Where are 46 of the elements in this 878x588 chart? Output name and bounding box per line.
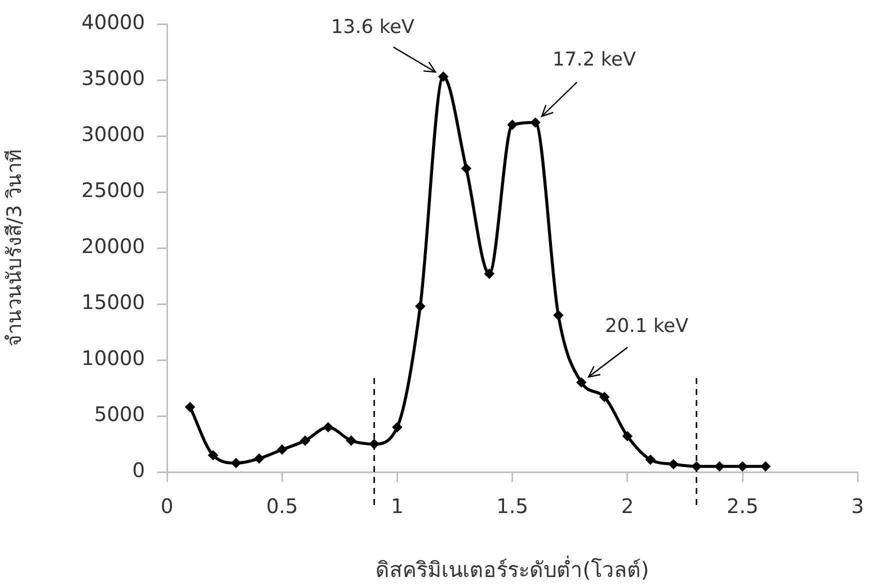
point xyxy=(438,72,448,82)
x-tick-label: 3 xyxy=(851,494,864,518)
y-tick-label: 0 xyxy=(132,458,145,482)
annotation: 13.6 keV xyxy=(331,16,414,38)
y-tick-label: 5000 xyxy=(94,402,145,426)
point xyxy=(484,268,494,279)
point xyxy=(760,461,771,472)
y-tick-label: 40000 xyxy=(81,10,145,34)
x-axis-title: ดิสคริมิเนเตอร์ระดับต่ำ(โวลต์) xyxy=(376,554,650,582)
y-tick-label: 10000 xyxy=(81,346,145,370)
point xyxy=(415,301,426,312)
x-tick-label: 0 xyxy=(160,494,174,518)
point xyxy=(277,444,288,455)
point xyxy=(530,118,540,128)
point xyxy=(668,459,678,470)
annotation: 20.1 keV xyxy=(604,314,688,337)
point xyxy=(599,392,610,402)
point xyxy=(507,120,518,130)
y-tick-label: 25000 xyxy=(81,178,145,202)
point xyxy=(254,454,264,464)
y-tick-label: 30000 xyxy=(81,122,145,146)
y-tick-label: 35000 xyxy=(81,66,145,90)
point xyxy=(461,163,472,174)
y-tick-label: 15000 xyxy=(81,290,145,314)
point xyxy=(208,450,218,460)
point xyxy=(300,436,310,446)
point xyxy=(622,431,632,442)
point xyxy=(346,436,356,446)
point xyxy=(185,402,196,412)
x-tick-label: 2.5 xyxy=(726,494,758,518)
point xyxy=(323,422,334,432)
point xyxy=(369,439,380,449)
point xyxy=(738,461,748,472)
x-tick-label: 2 xyxy=(621,494,634,518)
x-tick-label: 1.5 xyxy=(496,494,528,518)
point xyxy=(231,458,242,468)
point xyxy=(645,454,656,465)
point xyxy=(553,310,564,320)
point xyxy=(714,461,725,472)
point xyxy=(576,377,586,388)
annotation: 17.2 keV xyxy=(552,48,636,70)
y-tick-label: 20000 xyxy=(81,234,145,258)
x-tick-label: 0.5 xyxy=(266,494,298,518)
point xyxy=(392,422,402,432)
x-tick-label: 1 xyxy=(390,494,404,518)
y-axis-title: จำนวนนับรังสี/3 วินาที xyxy=(2,150,26,346)
